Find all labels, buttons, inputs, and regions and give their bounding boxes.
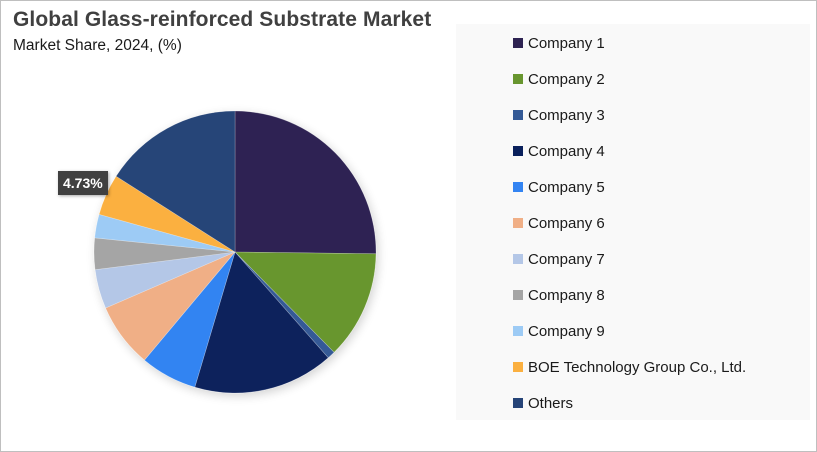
legend-label: Company 8 <box>528 286 605 304</box>
legend-swatch-icon <box>513 398 523 408</box>
legend-label: Company 3 <box>528 106 605 124</box>
chart-subtitle: Market Share, 2024, (%) <box>13 37 182 54</box>
legend-label: Company 4 <box>528 142 605 160</box>
legend-swatch-icon <box>513 38 523 48</box>
pie-slice-company-1[interactable] <box>234 110 377 255</box>
legend-label: Company 7 <box>528 250 605 268</box>
legend-swatch-icon <box>513 182 523 192</box>
pie-slice-others[interactable] <box>115 110 236 253</box>
legend-item-company-7[interactable]: Company 7 <box>513 249 605 269</box>
chart-title: Global Glass-reinforced Substrate Market <box>13 8 432 31</box>
legend-item-others[interactable]: Others <box>513 393 573 413</box>
legend-item-company-4[interactable]: Company 4 <box>513 141 605 161</box>
legend-label: Company 5 <box>528 178 605 196</box>
pie-svg <box>93 110 377 394</box>
legend-label: Company 9 <box>528 322 605 340</box>
legend-swatch-icon <box>513 254 523 264</box>
legend-item-company-8[interactable]: Company 8 <box>513 285 605 305</box>
legend-item-company-6[interactable]: Company 6 <box>513 213 605 233</box>
pie-slice-company-2[interactable] <box>234 251 377 353</box>
legend-swatch-icon <box>513 290 523 300</box>
legend-swatch-icon <box>513 218 523 228</box>
legend-item-company-5[interactable]: Company 5 <box>513 177 605 197</box>
pie-slice-company-4[interactable] <box>194 251 329 394</box>
legend-swatch-icon <box>513 362 523 372</box>
legend-item-company-2[interactable]: Company 2 <box>513 69 605 89</box>
legend-item-boe[interactable]: BOE Technology Group Co., Ltd. <box>513 357 746 377</box>
legend-item-company-1[interactable]: Company 1 <box>513 33 605 53</box>
chart-legend: Company 1 Company 2 Company 3 Company 4 … <box>456 24 810 420</box>
legend-swatch-icon <box>513 110 523 120</box>
legend-label: Others <box>528 394 574 412</box>
legend-item-company-9[interactable]: Company 9 <box>513 321 605 341</box>
legend-swatch-icon <box>513 326 523 336</box>
legend-label: BOE Technology Group Co., Ltd. <box>528 358 747 376</box>
legend-item-company-3[interactable]: Company 3 <box>513 105 605 125</box>
legend-label: Company 6 <box>528 214 605 232</box>
pie-chart <box>81 97 391 407</box>
data-label-boe: 4.73% <box>58 171 108 195</box>
legend-swatch-icon <box>513 146 523 156</box>
legend-label: Company 1 <box>528 34 605 52</box>
legend-label: Company 2 <box>528 70 605 88</box>
legend-swatch-icon <box>513 74 523 84</box>
